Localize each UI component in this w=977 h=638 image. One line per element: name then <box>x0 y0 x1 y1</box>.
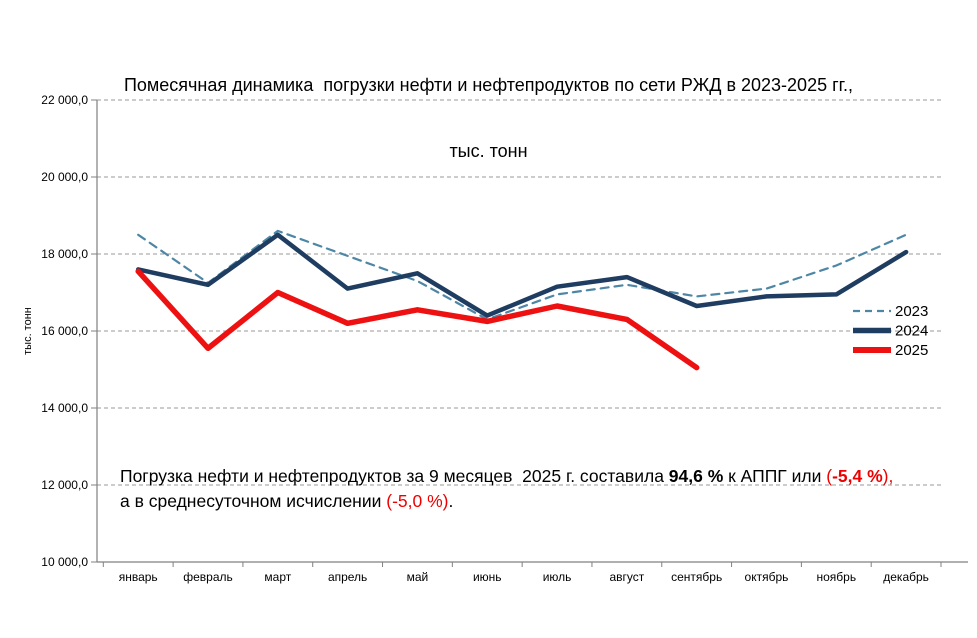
x-axis-label: январь <box>119 570 158 584</box>
chart-title: Помесячная динамика погрузки нефти и неф… <box>0 30 977 206</box>
legend-label-2024: 2024 <box>895 323 928 340</box>
chart-title-line2: тыс. тонн <box>449 141 528 161</box>
x-axis-label: ноябрь <box>816 570 856 584</box>
y-tick-label: 18 000,0 <box>41 247 88 261</box>
annotation-segment: Погрузка нефти и нефтепродуктов за 9 мес… <box>120 466 669 486</box>
annotation-segment: а в среднесуточном исчислении <box>120 491 387 511</box>
x-axis-label: октябрь <box>745 570 789 584</box>
y-tick-label: 20 000,0 <box>41 170 88 184</box>
series-line-2024 <box>135 232 909 318</box>
y-tick-label: 22 000,0 <box>41 93 88 107</box>
annotation-segment: ( <box>826 466 833 486</box>
annotation-text: Погрузка нефти и нефтепродуктов за 9 мес… <box>120 464 965 514</box>
x-axis-label: август <box>609 570 644 584</box>
annotation-segment: . <box>448 491 454 511</box>
y-tick-label: 12 000,0 <box>41 478 88 492</box>
x-axis-label: декабрь <box>883 570 929 584</box>
annotation-segment: 94,6 % <box>668 466 724 486</box>
x-axis-label: апрель <box>328 570 367 584</box>
annotation-line: а в среднесуточном исчислении (-5,0 %). <box>120 489 965 514</box>
annotation-segment: (-5,0 %) <box>386 491 449 511</box>
y-tick-label: 14 000,0 <box>41 401 88 415</box>
series-line-2025 <box>135 268 700 371</box>
series-line-2023 <box>137 229 908 321</box>
x-axis-label: июнь <box>473 570 502 584</box>
x-axis-label: март <box>264 570 291 584</box>
annotation-line: Погрузка нефти и нефтепродуктов за 9 мес… <box>120 464 965 489</box>
y-tick-label: 10 000,0 <box>41 555 88 569</box>
x-axis-label: июль <box>543 570 572 584</box>
annotation-segment: к АППГ или <box>723 466 827 486</box>
annotation-segment: ), <box>882 466 894 486</box>
x-axis-label: сентябрь <box>671 570 722 584</box>
legend-label-2023: 2023 <box>895 303 928 320</box>
x-axis-label: февраль <box>183 570 233 584</box>
chart-title-line1: Помесячная динамика погрузки нефти и неф… <box>123 75 854 95</box>
y-axis-title: тыс. тонн <box>22 307 34 355</box>
legend-label-2025: 2025 <box>895 342 928 359</box>
y-tick-label: 16 000,0 <box>41 324 88 338</box>
annotation-segment: -5,4 % <box>832 466 883 486</box>
x-axis-label: май <box>407 570 429 584</box>
